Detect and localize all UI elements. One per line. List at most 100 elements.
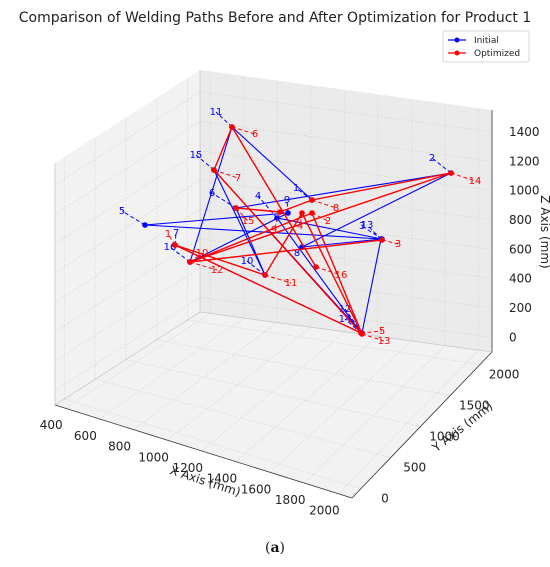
optimized-label-leader — [315, 266, 342, 276]
optimized-point — [233, 205, 239, 211]
initial-point-label: 12 — [339, 304, 352, 315]
legend-optimized-marker — [454, 50, 460, 56]
legend: Initial Optimized — [442, 30, 530, 63]
initial-point-label: 5 — [119, 206, 125, 217]
pane-edge — [54, 311, 201, 406]
optimized-point — [172, 242, 178, 248]
z-grid-line — [199, 179, 493, 221]
z-tick-label: 1400 — [509, 125, 540, 139]
left-pane — [55, 70, 200, 405]
z-grid-line — [54, 91, 201, 186]
z-grid-line — [54, 150, 201, 244]
y-tick-label: 2000 — [489, 367, 520, 381]
optimized-point-label: 2 — [325, 216, 331, 227]
axis-lines — [54, 70, 493, 499]
optimized-point-label: 8 — [333, 203, 339, 214]
optimized-point — [448, 170, 454, 176]
initial-point-label: 13 — [361, 220, 374, 231]
optimized-point — [229, 124, 235, 130]
optimized-point-label: 10 — [196, 248, 209, 259]
x-tick-label: 1800 — [275, 493, 306, 507]
optimized-point-label: 3 — [395, 239, 401, 250]
z-tick-label: 400 — [509, 272, 532, 286]
z-tick-label: 200 — [509, 301, 532, 315]
x-grid-line — [338, 349, 479, 494]
legend-initial-marker — [454, 37, 460, 43]
optimized-label-leader — [450, 172, 476, 182]
optimized-label-leader — [360, 330, 383, 334]
optimized-point-label: 14 — [469, 176, 482, 187]
initial-path — [144, 126, 452, 335]
x-tick-label: 800 — [108, 440, 131, 454]
z-grid-line — [199, 150, 493, 191]
initial-point — [274, 215, 280, 221]
z-tick-label: 1200 — [509, 154, 540, 168]
y-tick-label: 500 — [403, 461, 426, 475]
y-tick-label: 0 — [381, 492, 389, 506]
z-tick-label: 1000 — [509, 184, 540, 198]
x-grid-line — [133, 322, 278, 430]
optimized-point-label: 12 — [211, 265, 224, 276]
legend-initial-label: Initial — [474, 36, 499, 46]
initial-label-leader — [169, 246, 191, 263]
axis-panes — [55, 70, 492, 498]
x-grid-line — [235, 336, 379, 462]
optimized-point — [359, 331, 365, 337]
optimized-point-label: 13 — [378, 336, 391, 347]
y-grid-line — [187, 319, 481, 365]
y-grid-line — [125, 359, 421, 427]
chart-title: Comparison of Welding Paths Before and A… — [19, 10, 532, 26]
optimized-point — [313, 264, 319, 270]
initial-label-leader — [344, 308, 363, 334]
y-tick-label: 1000 — [429, 430, 460, 444]
initial-label-leader — [257, 195, 278, 219]
initial-point-label: 16 — [164, 242, 177, 253]
initial-point-label: 15 — [190, 150, 203, 161]
y-grid-line — [64, 398, 362, 489]
y-tick-label: 1500 — [459, 398, 490, 412]
x-grid-line — [65, 313, 211, 409]
initial-point-label: 6 — [209, 188, 215, 199]
legend-box — [442, 30, 530, 63]
optimized-point-label: 16 — [335, 270, 348, 281]
optimized-point-label: 4 — [297, 221, 303, 232]
x-grid-line — [269, 340, 412, 473]
optimized-point-label: 15 — [242, 216, 255, 227]
z-axis-title: Z Axis (mm) — [538, 195, 550, 269]
initial-point — [285, 210, 291, 216]
x-grid-line — [99, 317, 244, 420]
optimized-label-leader — [189, 261, 218, 271]
caption-label: a — [270, 540, 280, 556]
optimized-point — [262, 272, 268, 278]
optimized-label-leader — [235, 207, 249, 222]
optimized-label-leader — [231, 126, 256, 135]
initial-point-label: 9 — [284, 195, 290, 206]
z-grid-line — [199, 238, 493, 279]
optimized-point — [309, 210, 315, 216]
x-tick-label: 1200 — [173, 461, 204, 475]
optimized-label-leader — [311, 199, 337, 209]
legend-optimized-label: Optimized — [474, 49, 520, 59]
x-tick-label: 400 — [40, 418, 63, 432]
z-grid-line — [199, 91, 493, 133]
initial-label-leader — [121, 210, 146, 226]
initial-point-label: 3 — [359, 221, 365, 232]
x-tick-label: 1000 — [138, 450, 169, 464]
initial-point-label: 2 — [429, 153, 435, 164]
initial-point-label: 10 — [241, 256, 254, 267]
initial-label-leader — [215, 111, 233, 128]
initial-point-label: 4 — [255, 191, 261, 202]
initial-label-leader — [431, 157, 452, 174]
z-grid-line — [54, 297, 201, 391]
z-grid-line — [199, 121, 493, 162]
optimized-point-label: 5 — [379, 326, 385, 337]
optimized-point — [379, 237, 385, 243]
back-pane — [200, 70, 492, 352]
z-tick-label: 800 — [509, 213, 532, 227]
optimized-point-label: 7 — [235, 173, 241, 184]
x-grid-line — [201, 331, 345, 452]
optimized-point — [277, 209, 283, 215]
optimized-label-leader — [264, 274, 292, 284]
